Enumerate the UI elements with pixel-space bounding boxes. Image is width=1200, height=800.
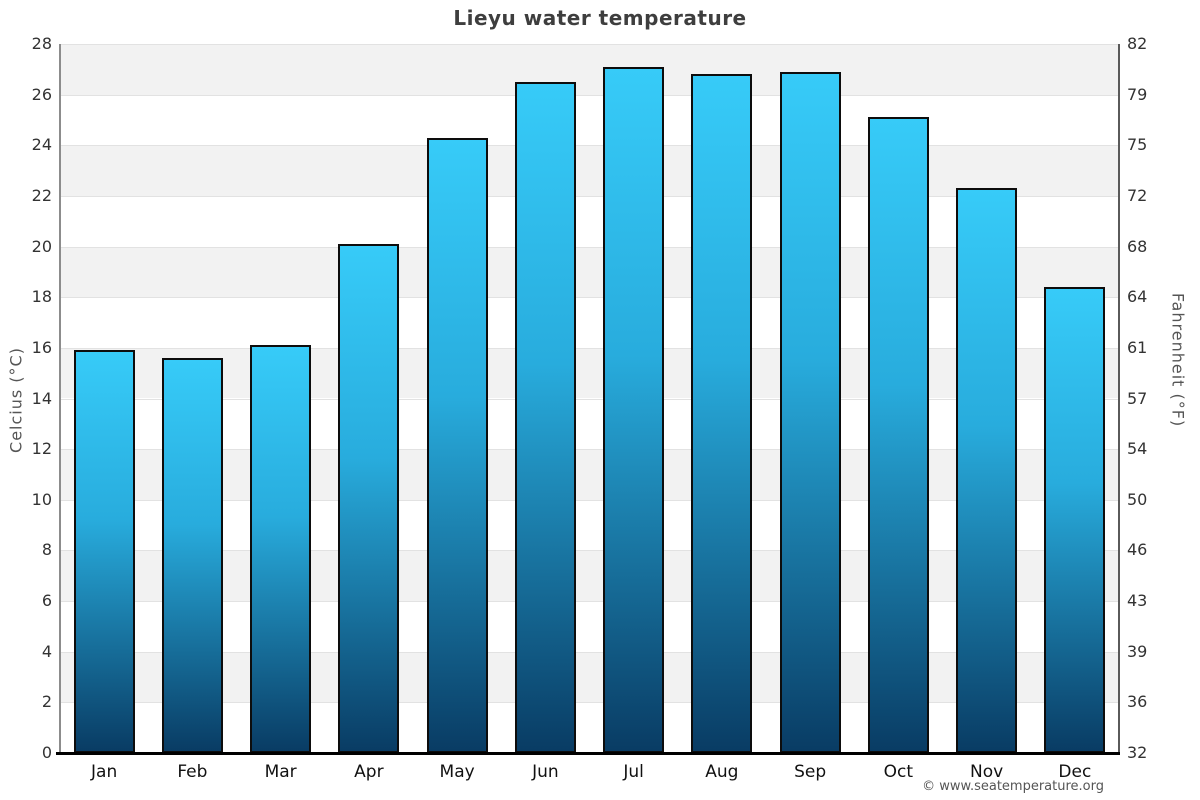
y-tick-label-fahrenheit: 46 bbox=[1127, 540, 1148, 560]
y-tick-label-fahrenheit: 57 bbox=[1127, 388, 1148, 408]
y-tick-label-fahrenheit: 61 bbox=[1127, 337, 1148, 357]
y-tick-label-celsius: 20 bbox=[31, 236, 52, 256]
bar-oct bbox=[867, 117, 929, 753]
x-tick-label-dec: Dec bbox=[1058, 762, 1092, 782]
bar-dec bbox=[1044, 287, 1106, 753]
background-band bbox=[60, 651, 1119, 703]
x-tick-label-may: May bbox=[439, 762, 475, 782]
background-band bbox=[60, 195, 1119, 247]
background-band bbox=[60, 44, 1119, 95]
y-tick-label-fahrenheit: 64 bbox=[1127, 287, 1148, 307]
y-tick-label-celsius: 10 bbox=[31, 489, 52, 509]
gridline bbox=[60, 651, 1119, 653]
bar-sep bbox=[779, 71, 841, 753]
background-band bbox=[60, 499, 1119, 551]
y-tick-label-celsius: 4 bbox=[41, 641, 52, 661]
background-band bbox=[60, 601, 1119, 652]
gridline bbox=[60, 398, 1119, 400]
y-tick-label-fahrenheit: 50 bbox=[1127, 489, 1148, 509]
y-tick-label-celsius: 24 bbox=[31, 135, 52, 155]
y-tick-label-celsius: 18 bbox=[31, 287, 52, 307]
x-tick-label-oct: Oct bbox=[883, 762, 914, 782]
background-band bbox=[60, 297, 1119, 348]
gridline bbox=[60, 347, 1119, 349]
y-tick-label-celsius: 8 bbox=[41, 540, 52, 560]
bar-apr bbox=[338, 244, 400, 753]
y-tick-label-celsius: 26 bbox=[31, 84, 52, 104]
gridline bbox=[60, 195, 1119, 197]
bar-jan bbox=[73, 350, 135, 753]
gridline bbox=[60, 297, 1119, 299]
gridline bbox=[60, 246, 1119, 248]
y-axis-line-left bbox=[59, 44, 61, 753]
bar-jul bbox=[603, 66, 665, 753]
background-band bbox=[60, 702, 1119, 753]
background-band bbox=[60, 550, 1119, 602]
plot-area bbox=[60, 44, 1119, 753]
gridline bbox=[60, 145, 1119, 147]
gridline bbox=[60, 44, 1119, 45]
x-tick-label-mar: Mar bbox=[264, 762, 297, 782]
background-band bbox=[60, 398, 1119, 450]
y-tick-label-fahrenheit: 54 bbox=[1127, 439, 1148, 459]
background-band bbox=[60, 246, 1119, 298]
gridline bbox=[60, 550, 1119, 552]
gridline bbox=[60, 449, 1119, 451]
x-tick-label-feb: Feb bbox=[177, 762, 208, 782]
x-tick-label-sep: Sep bbox=[794, 762, 827, 782]
y-tick-label-celsius: 28 bbox=[31, 34, 52, 53]
y-tick-label-celsius: 2 bbox=[41, 692, 52, 712]
x-tick-label-jan: Jan bbox=[91, 762, 118, 782]
y-tick-label-fahrenheit: 39 bbox=[1127, 641, 1148, 661]
gridline bbox=[60, 94, 1119, 96]
y-tick-label-celsius: 6 bbox=[41, 591, 52, 611]
gridline bbox=[60, 601, 1119, 603]
copyright: © www.seatemperature.org bbox=[922, 779, 1104, 794]
bar-aug bbox=[691, 74, 753, 753]
y-tick-label-fahrenheit: 43 bbox=[1127, 591, 1148, 611]
x-axis-line bbox=[56, 752, 1120, 755]
y-tick-label-celsius: 12 bbox=[31, 439, 52, 459]
y-tick-label-fahrenheit: 32 bbox=[1127, 743, 1148, 762]
y-tick-label-fahrenheit: 82 bbox=[1127, 34, 1148, 53]
y-tick-label-celsius: 14 bbox=[31, 388, 52, 408]
y-tick-label-fahrenheit: 79 bbox=[1127, 84, 1148, 104]
y-tick-label-celsius: 22 bbox=[31, 185, 52, 205]
gridline bbox=[60, 702, 1119, 704]
x-tick-label-apr: Apr bbox=[354, 762, 384, 782]
bar-may bbox=[426, 137, 488, 753]
gridline bbox=[60, 499, 1119, 501]
x-tick-label-aug: Aug bbox=[705, 762, 739, 782]
bar-mar bbox=[250, 345, 312, 753]
y-tick-label-celsius: 16 bbox=[31, 337, 52, 357]
y-tick-label-fahrenheit: 68 bbox=[1127, 236, 1148, 256]
y-tick-label-fahrenheit: 75 bbox=[1127, 135, 1148, 155]
bar-nov bbox=[956, 188, 1018, 753]
chart-title: Lieyu water temperature bbox=[453, 6, 747, 30]
background-band bbox=[60, 145, 1119, 196]
x-tick-label-jun: Jun bbox=[532, 762, 559, 782]
y-tick-label-celsius: 0 bbox=[41, 743, 52, 762]
x-tick-label-nov: Nov bbox=[970, 762, 1004, 782]
bar-jun bbox=[514, 81, 576, 753]
bar-feb bbox=[161, 358, 223, 753]
background-band bbox=[60, 347, 1119, 399]
background-band bbox=[60, 449, 1119, 500]
x-tick-label-jul: Jul bbox=[623, 762, 644, 782]
y-tick-label-fahrenheit: 72 bbox=[1127, 185, 1148, 205]
background-band bbox=[60, 94, 1119, 146]
y-axis-line-right bbox=[1118, 44, 1120, 753]
y-tick-label-fahrenheit: 36 bbox=[1127, 692, 1148, 712]
